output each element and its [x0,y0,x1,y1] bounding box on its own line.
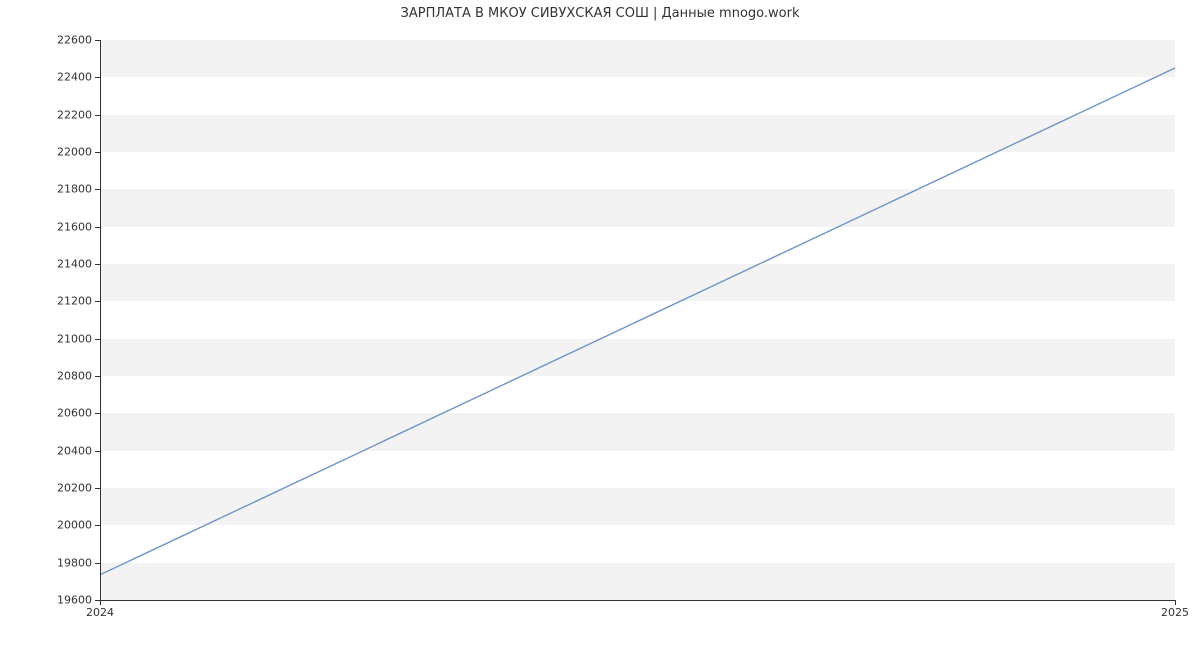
chart-title: ЗАРПЛАТА В МКОУ СИВУХСКАЯ СОШ | Данные m… [0,6,1200,21]
x-tick-label: 2025 [1161,606,1189,619]
x-tick-label: 2024 [86,606,114,619]
y-tick-label: 21600 [57,220,92,233]
y-tick-label: 21400 [57,258,92,271]
y-tick-label: 22600 [57,34,92,47]
y-tick-label: 21000 [57,332,92,345]
x-axis-line [100,600,1175,601]
y-tick-label: 20800 [57,370,92,383]
x-tick-mark [1175,600,1176,605]
y-tick-label: 22000 [57,146,92,159]
y-tick-label: 20600 [57,407,92,420]
y-tick-label: 20400 [57,444,92,457]
salary-line-chart: ЗАРПЛАТА В МКОУ СИВУХСКАЯ СОШ | Данные m… [0,0,1200,650]
y-tick-label: 21800 [57,183,92,196]
plot-area: 1960019800200002020020400206002080021000… [100,40,1175,600]
y-tick-label: 19600 [57,594,92,607]
y-tick-label: 19800 [57,556,92,569]
series-line-salary [100,68,1175,575]
y-tick-label: 20200 [57,482,92,495]
y-tick-label: 20000 [57,519,92,532]
series-layer [100,40,1175,600]
y-tick-label: 22200 [57,108,92,121]
y-tick-label: 21200 [57,295,92,308]
y-tick-label: 22400 [57,71,92,84]
y-axis-line [100,40,101,600]
